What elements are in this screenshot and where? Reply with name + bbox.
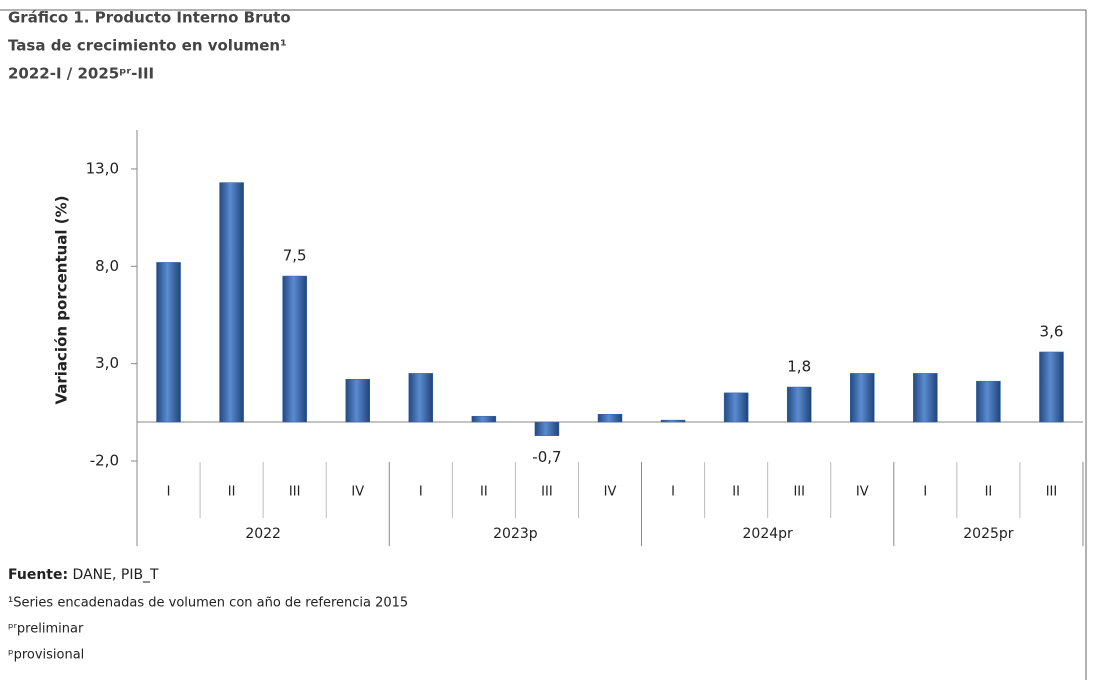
x-tick-label: II (985, 485, 993, 500)
group-label: 2022 (245, 526, 281, 542)
footnote: ¹Series encadenadas de volumen con año d… (8, 596, 408, 611)
chart-subtitle: Tasa de crecimiento en volumen¹ (8, 37, 287, 55)
x-tick-label: I (167, 485, 171, 500)
bar (156, 262, 181, 423)
chart-title: Gráfico 1. Producto Interno Bruto (8, 9, 291, 27)
data-label: 7,5 (283, 247, 307, 265)
data-label: 3,6 (1040, 322, 1064, 340)
bar (850, 373, 875, 423)
bar (471, 415, 497, 423)
y-tick-label: -2,0 (90, 452, 119, 470)
bar (976, 380, 1001, 423)
bar (597, 414, 623, 423)
bar (723, 392, 749, 423)
x-tick-label: I (923, 485, 927, 500)
x-tick-label: I (671, 485, 675, 500)
data-label: -0,7 (532, 448, 561, 466)
bar (408, 373, 434, 423)
footnote: ᵖprovisional (8, 648, 84, 663)
source-text: DANE, PIB_T (68, 567, 159, 583)
bar (345, 378, 370, 423)
source-label: Fuente: (8, 567, 68, 583)
x-tick-label: III (289, 485, 301, 500)
x-tick-label: IV (351, 485, 364, 500)
group-label: 2024pr (743, 526, 794, 542)
y-tick-label: 8,0 (95, 257, 119, 275)
x-tick-label: IV (856, 485, 869, 500)
x-tick-label: III (1046, 485, 1058, 500)
x-tick-label: IV (604, 485, 617, 500)
group-label: 2025pr (963, 526, 1014, 542)
bar (219, 182, 244, 423)
x-tick-label: III (793, 485, 805, 500)
bar (786, 386, 812, 423)
y-tick-label: 3,0 (95, 354, 119, 372)
x-tick-label: III (541, 485, 553, 500)
bar (282, 275, 307, 423)
bar (534, 421, 560, 436)
bar (1039, 351, 1064, 423)
x-tick-label: I (419, 485, 423, 500)
chart-period: 2022-I / 2025ᵖʳ-III (8, 65, 154, 83)
x-tick-label: II (228, 485, 236, 500)
group-label: 2023p (493, 526, 538, 542)
bar (660, 419, 686, 423)
bar (913, 373, 938, 423)
y-tick-label: 13,0 (86, 159, 119, 177)
data-label: 1,8 (787, 358, 811, 376)
x-tick-label: II (480, 485, 488, 500)
footnote: ᵖʳpreliminar (8, 622, 84, 637)
y-axis-label: Variación porcentual (%) (53, 195, 71, 404)
x-tick-label: II (732, 485, 740, 500)
source: Fuente: DANE, PIB_T (8, 567, 159, 583)
